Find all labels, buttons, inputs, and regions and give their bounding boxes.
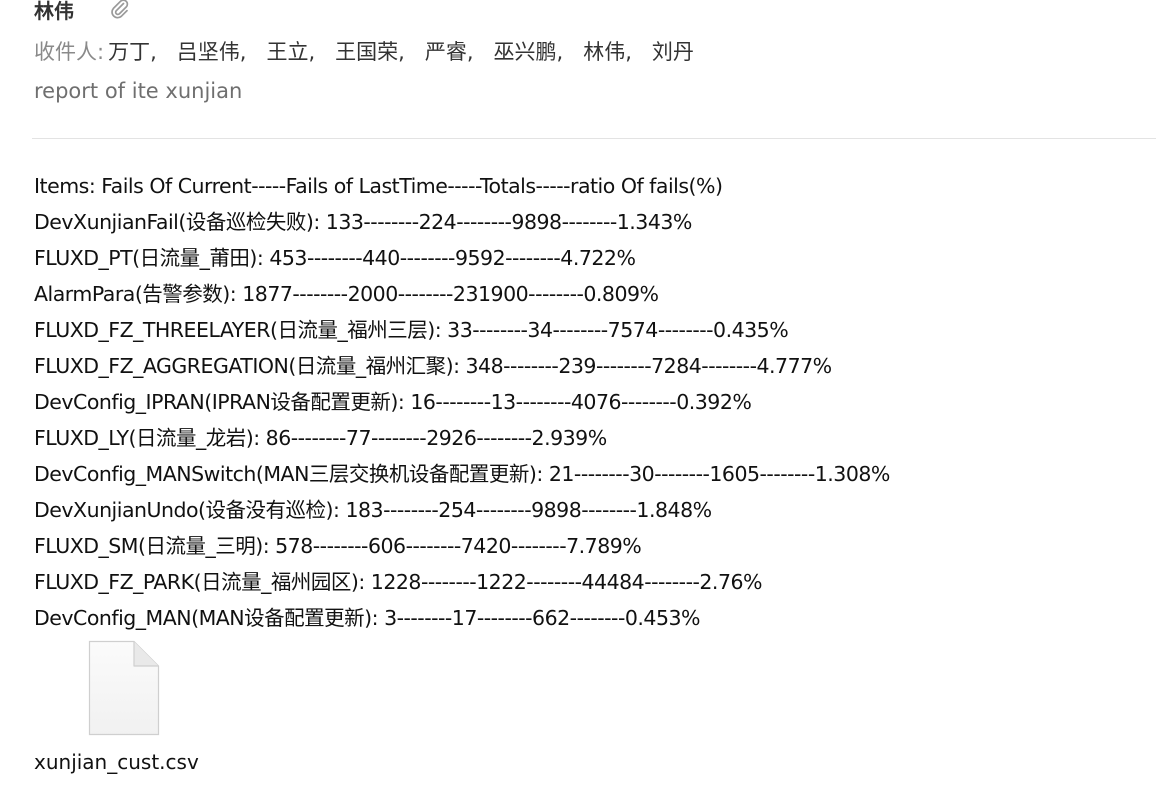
- report-line: FLUXD_FZ_AGGREGATION(日流量_福州汇聚): 348-----…: [34, 354, 832, 378]
- report-line: FLUXD_LY(日流量_龙岩): 86--------77--------29…: [34, 426, 607, 450]
- report-header-line: Items: Fails Of Current-----Fails of Las…: [34, 174, 723, 198]
- email-subject: report of ite xunjian: [34, 79, 243, 103]
- recipients-row: 收件人: 万丁, 吕坚伟, 王立, 王国荣, 严睿, 巫兴鹏, 林伟, 刘丹: [34, 34, 714, 68]
- report-line: FLUXD_FZ_PARK(日流量_福州园区): 1228--------122…: [34, 570, 763, 594]
- attachment[interactable]: xunjian_cust.csv: [34, 636, 274, 786]
- report-line: FLUXD_FZ_THREELAYER(日流量_福州三层): 33-------…: [34, 318, 789, 342]
- report-line: AlarmPara(告警参数): 1877--------2000-------…: [34, 282, 659, 306]
- recipient[interactable]: 王立,: [266, 40, 316, 64]
- recipient[interactable]: 严睿,: [424, 40, 474, 64]
- header-divider: [32, 138, 1156, 139]
- recipient[interactable]: 王国荣,: [335, 40, 405, 64]
- sender-row: 林伟: [34, 0, 130, 24]
- recipients-label: 收件人:: [34, 40, 105, 64]
- report-line: FLUXD_PT(日流量_莆田): 453--------440--------…: [34, 246, 636, 270]
- attachment-file-name[interactable]: xunjian_cust.csv: [34, 750, 199, 774]
- recipient[interactable]: 巫兴鹏,: [493, 40, 564, 64]
- email-body: Items: Fails Of Current-----Fails of Las…: [34, 168, 890, 636]
- sender-name[interactable]: 林伟: [34, 0, 74, 23]
- recipient[interactable]: 万丁,: [108, 40, 157, 64]
- report-line: DevConfig_MAN(MAN设备配置更新): 3--------17---…: [34, 606, 701, 630]
- report-line: DevXunjianFail(设备巡检失败): 133--------224--…: [34, 210, 692, 234]
- report-line: FLUXD_SM(日流量_三明): 578--------606--------…: [34, 534, 642, 558]
- file-icon[interactable]: [88, 640, 160, 736]
- report-line: DevConfig_MANSwitch(MAN三层交换机设备配置更新): 21-…: [34, 462, 890, 486]
- recipient[interactable]: 刘丹: [651, 40, 694, 64]
- recipient[interactable]: 林伟,: [583, 40, 632, 64]
- paperclip-icon[interactable]: [110, 0, 130, 20]
- report-line: DevConfig_IPRAN(IPRAN设备配置更新): 16--------…: [34, 390, 752, 414]
- report-line: DevXunjianUndo(设备没有巡检): 183--------254--…: [34, 498, 712, 522]
- recipient[interactable]: 吕坚伟,: [176, 40, 247, 64]
